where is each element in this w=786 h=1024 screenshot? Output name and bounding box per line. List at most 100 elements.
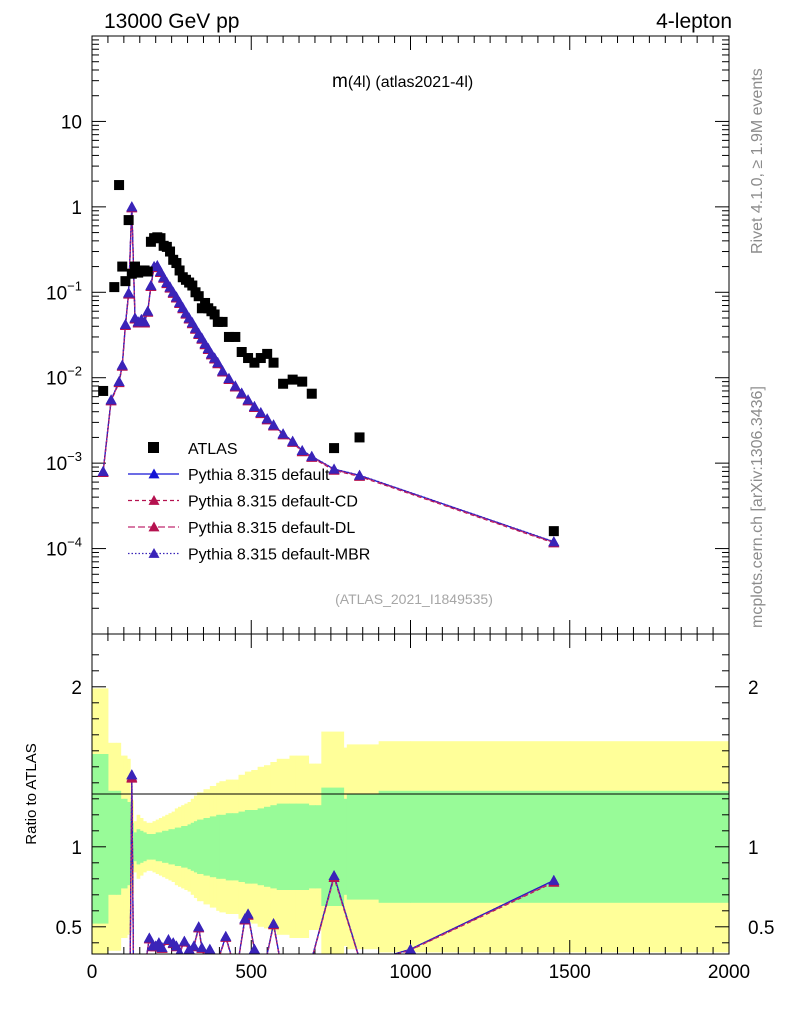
ratio-mc-series	[126, 769, 560, 954]
main-data-point	[200, 297, 211, 308]
main-data-point	[262, 348, 273, 359]
main-ytick-label-base: 10	[61, 112, 82, 133]
ratio-band-green	[206, 818, 211, 876]
ratio-band-green	[314, 805, 322, 889]
main-data-point	[287, 374, 298, 385]
main-ytick-label-base: 10	[46, 283, 67, 304]
main-ytick-label: 10−3	[46, 449, 82, 475]
ratio-band-green	[238, 811, 246, 882]
ratio-ytick-label-right: 0.5	[748, 918, 774, 939]
main-mc-marker	[142, 305, 154, 316]
ratio-band-green	[120, 798, 125, 889]
ratio-mc-marker	[178, 935, 190, 946]
main-data-point	[268, 357, 279, 368]
main-mc-marker	[242, 394, 254, 405]
ratio-band-green	[152, 834, 157, 860]
ratio-band-green	[270, 805, 278, 889]
main-data-point	[123, 215, 134, 226]
main-ytick-label: 10−1	[46, 278, 82, 304]
main-data-point	[187, 280, 198, 291]
plot-title-main: m	[332, 71, 348, 92]
ratio-mc-marker	[143, 932, 155, 943]
ratio-band-green	[213, 816, 217, 878]
main-axis-ticks	[91, 36, 730, 635]
ratio-band-green	[155, 832, 160, 862]
main-ytick-label: 10−2	[46, 364, 82, 390]
main-ytick-label-exp: −3	[67, 449, 82, 464]
main-mc-marker	[268, 419, 280, 430]
main-mc-marker	[116, 359, 128, 370]
ratio-band-green	[225, 813, 233, 881]
main-mc-marker	[139, 316, 151, 327]
main-mc-marker	[277, 428, 289, 439]
ratio-mc-marker	[188, 940, 200, 951]
plot-title-rest: (4l) (atlas2021-4l)	[348, 74, 473, 91]
main-data-points	[98, 180, 559, 537]
ratio-band-green	[346, 794, 380, 900]
ratio-band-green	[232, 813, 240, 881]
ratio-band-green	[107, 790, 117, 895]
main-mc-marker	[261, 413, 273, 424]
main-mc-marker	[306, 450, 318, 461]
ratio-mc-marker	[328, 870, 340, 880]
main-data-point	[120, 276, 131, 287]
ratio-band-green	[149, 834, 154, 860]
main-data-point	[243, 353, 254, 364]
main-data-point	[174, 265, 185, 276]
side-label-rivet: Rivet 4.1.0, ≥ 1.9M events	[749, 68, 766, 254]
main-ytick-label-base: 10	[46, 540, 67, 561]
ratio-band-green	[133, 832, 138, 862]
main-mc-marker	[145, 279, 157, 290]
main-mc-marker	[105, 394, 117, 405]
ratio-band-green	[289, 803, 297, 890]
main-data-point	[230, 331, 241, 342]
main-mc-series	[97, 201, 560, 548]
ratio-xtick-label: 1000	[389, 962, 431, 983]
legend: ATLAS Pythia 8.315 default Pythia 8.315 de…	[128, 441, 370, 564]
ratio-band-green	[203, 818, 208, 876]
ratio-band-green	[168, 829, 173, 865]
legend-series-marker	[148, 521, 160, 532]
legend-series-marker	[148, 468, 160, 479]
ratio-band-green	[174, 827, 179, 866]
ratio-band-green	[162, 830, 166, 863]
main-data-point	[171, 258, 182, 269]
ratio-band-green	[171, 829, 176, 865]
ratio-band-green	[251, 810, 259, 884]
main-mc-marker	[123, 287, 135, 298]
ratio-mc-marker	[242, 908, 254, 919]
main-data-point	[155, 233, 166, 244]
main-mc-marker	[296, 444, 308, 455]
main-mc-marker	[229, 380, 241, 391]
main-mc-marker	[217, 365, 229, 376]
main-data-point	[548, 526, 559, 537]
main-plot-frame	[91, 35, 730, 635]
main-data-point	[126, 268, 137, 279]
ratio-band-green	[146, 834, 150, 860]
ratio-band-green	[569, 790, 729, 903]
main-mc-marker	[287, 435, 299, 446]
legend-data-marker	[148, 442, 159, 453]
main-ytick-label-base: 10	[46, 454, 67, 475]
ratio-ytick-label-right: 2	[748, 678, 759, 699]
ratio-band-green	[308, 805, 316, 889]
ratio-band-green	[244, 810, 252, 884]
ratio-mc-marker	[196, 942, 208, 952]
analysis-watermark: (ATLAS_2021_I1849535)	[335, 591, 493, 607]
ratio-xtick-label: 1500	[549, 962, 591, 983]
ratio-mc-marker	[126, 769, 138, 780]
main-data-point	[114, 180, 125, 191]
ratio-band-green	[139, 830, 144, 863]
ratio-mc-marker	[183, 943, 195, 954]
main-data-point	[255, 353, 266, 364]
ratio-band-green	[115, 790, 122, 895]
ratio-band-green	[343, 798, 348, 895]
legend-series-marker	[148, 548, 160, 558]
ratio-xtick-label: 0	[87, 962, 98, 983]
main-mc-marker	[223, 372, 235, 383]
ratio-ytick-labels: 0.5 0.5 1 1 2 2	[56, 678, 775, 939]
main-data-point	[109, 282, 120, 293]
main-data-point	[249, 357, 260, 368]
ratio-ytick-label-left: 1	[71, 838, 82, 859]
main-data-point	[354, 432, 365, 443]
